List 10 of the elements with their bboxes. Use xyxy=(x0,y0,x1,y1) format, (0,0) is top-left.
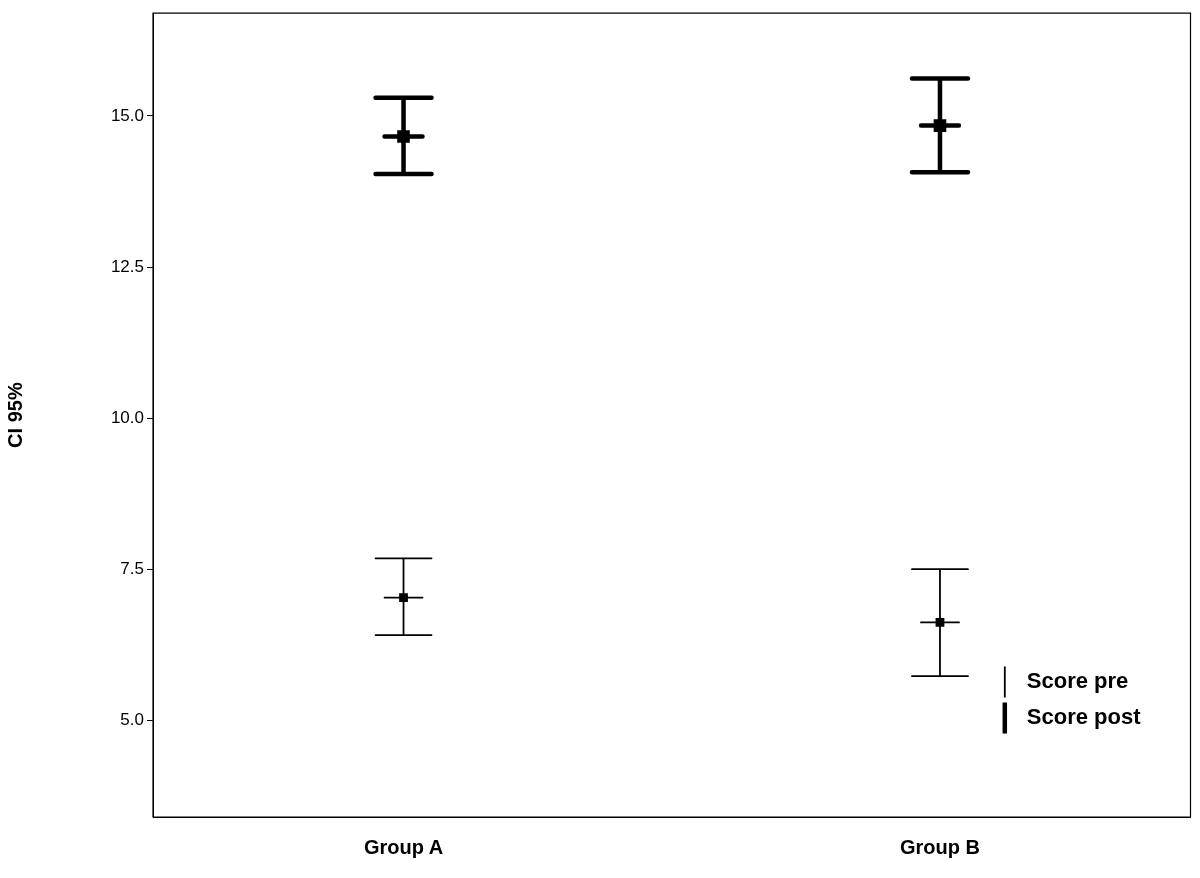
y-tick-label: 12.5 xyxy=(110,256,144,276)
y-tick-label: 7.5 xyxy=(120,558,144,578)
y-tick-label: 10.0 xyxy=(110,407,144,427)
x-tick-label: Group B xyxy=(899,835,980,858)
y-tick-label: 15.0 xyxy=(110,105,144,125)
y-tick-label: 5.0 xyxy=(120,709,144,729)
legend-label: Score post xyxy=(1026,704,1142,730)
x-tick-label: Group A xyxy=(363,835,444,858)
legend-label: Score pre xyxy=(1026,668,1129,694)
y-axis-title: CI 95% xyxy=(3,382,26,448)
